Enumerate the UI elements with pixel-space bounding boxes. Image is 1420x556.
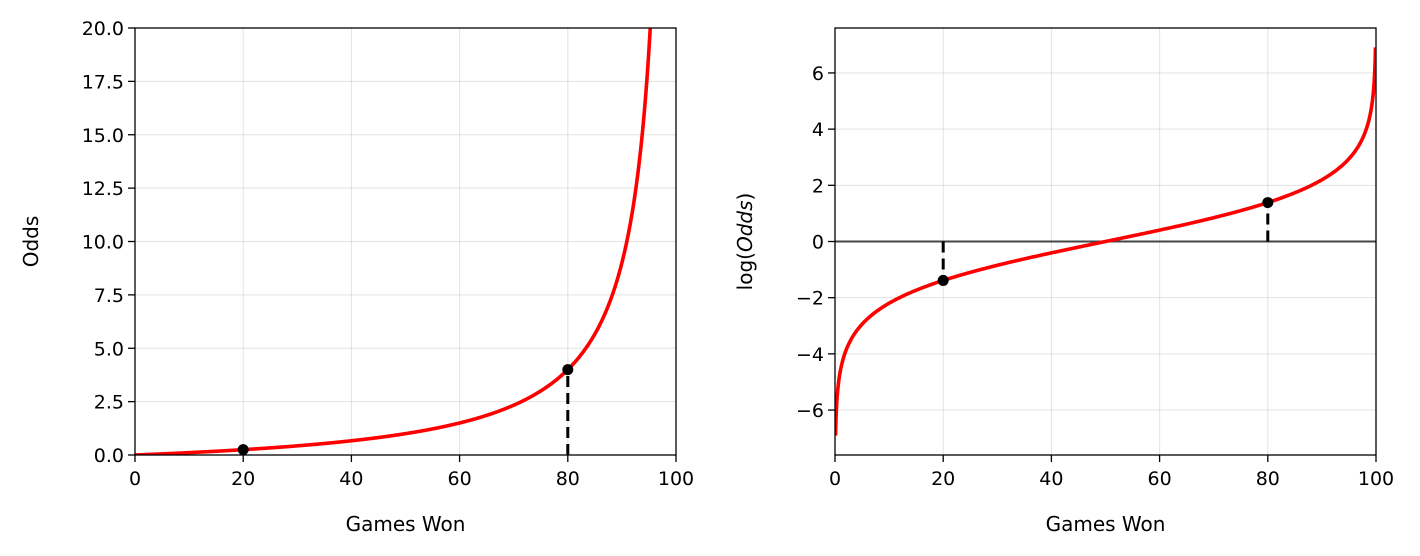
x-tick-label: 20 (931, 468, 955, 490)
y-axis-label-suffix: ) (733, 193, 757, 201)
y-tick-label: 6 (812, 63, 824, 85)
x-axis-label: Games Won (346, 512, 466, 536)
x-tick-label: 40 (339, 468, 363, 490)
data-point (1262, 197, 1274, 209)
y-axis-label-italic: Odds (733, 200, 757, 252)
odds-curve-line (835, 47, 1376, 436)
y-tick-label: 2 (812, 175, 824, 197)
x-tick-label: 0 (129, 468, 141, 490)
data-point (562, 364, 574, 376)
y-tick-label: 0.0 (94, 445, 124, 467)
x-tick-label: 80 (1256, 468, 1280, 490)
y-tick-label: 2.5 (94, 392, 124, 414)
y-tick-label: 7.5 (94, 285, 124, 307)
y-tick-label: 0 (812, 232, 824, 254)
data-point (937, 274, 949, 286)
odds-curve-line (135, 28, 653, 455)
y-axis-label: Odds (19, 216, 43, 268)
x-tick-label: 0 (829, 468, 841, 490)
y-axis-label: log(Odds) (733, 193, 757, 291)
y-axis-label-prefix: log( (733, 252, 757, 290)
y-tick-label: 4 (812, 119, 824, 141)
y-tick-label: 10.0 (82, 232, 124, 254)
data-point (237, 444, 249, 456)
y-tick-label: 17.5 (82, 71, 124, 93)
x-tick-label: 80 (556, 468, 580, 490)
y-tick-label: −2 (796, 288, 824, 310)
x-tick-label: 100 (658, 468, 694, 490)
y-tick-label: 5.0 (94, 338, 124, 360)
y-tick-label: −6 (796, 400, 824, 422)
log-odds-chart: 0 20 40 60 80 100 −6 −4 −2 0 2 4 6 Games Won log(Odds) (733, 27, 1394, 536)
x-tick-label: 40 (1039, 468, 1063, 490)
odds-chart: 0 20 40 60 80 100 0.0 2.5 5.0 7.5 10.0 12.5 15.0 17.5… (19, 18, 694, 536)
x-axis-label: Games Won (1046, 512, 1166, 536)
y-tick-label: −4 (796, 344, 824, 366)
x-tick-label: 20 (231, 468, 255, 490)
y-tick-label: 15.0 (82, 125, 124, 147)
y-tick-label: 20.0 (82, 18, 124, 40)
y-tick-label: 12.5 (82, 178, 124, 200)
x-tick-label: 60 (448, 468, 472, 490)
x-tick-label: 100 (1358, 468, 1394, 490)
x-tick-label: 60 (1148, 468, 1172, 490)
